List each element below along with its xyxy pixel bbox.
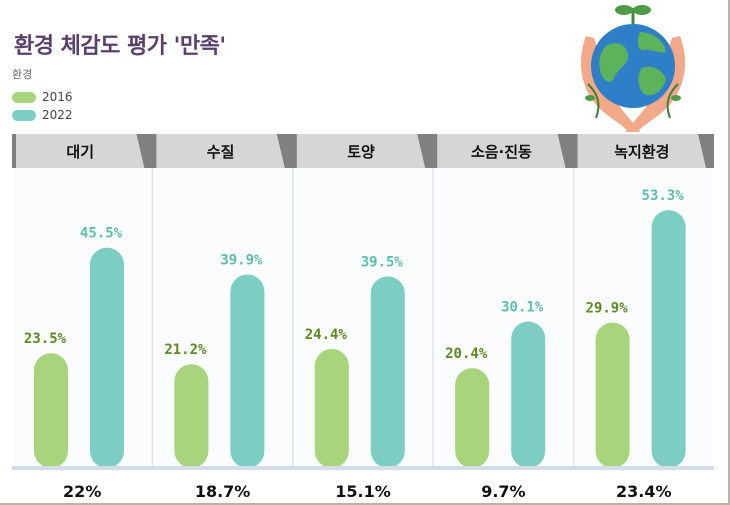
category-header-green	[577, 134, 706, 168]
bar-2022-soil	[370, 276, 405, 468]
legend-label-2016: 2016	[42, 90, 73, 104]
category-label-green: 녹지환경	[614, 143, 669, 161]
bar-2016-green	[595, 322, 630, 468]
category-header-noise	[437, 134, 566, 168]
bar-2016-noise	[455, 368, 490, 468]
data-label-2016-air: 23.5%	[24, 331, 67, 347]
legend-swatch-2016	[12, 91, 36, 103]
data-label-2022-water: 39.9%	[220, 252, 263, 268]
difference-label-soil: 15.1%	[335, 482, 391, 501]
data-label-2016-green: 29.9%	[586, 300, 629, 316]
difference-label-air: 22%	[63, 482, 101, 501]
legend-item-2022: 2022	[12, 106, 73, 124]
data-label-2022-noise: 30.1%	[501, 300, 544, 316]
category-label-air: 대기	[66, 143, 94, 161]
difference-label-water: 18.7%	[195, 482, 251, 501]
category-header-soil	[296, 134, 426, 168]
legend-swatch-2022	[12, 109, 36, 121]
data-label-2022-soil: 39.5%	[361, 254, 404, 270]
chart-baseline	[12, 466, 714, 470]
data-label-2022-green: 53.3%	[642, 188, 685, 204]
data-label-2016-soil: 24.4%	[305, 327, 348, 343]
bar-2016-water	[174, 364, 209, 468]
globe-in-hands-icon	[580, 5, 686, 132]
legend-label-2022: 2022	[42, 108, 73, 122]
difference-label-green: 23.4%	[616, 482, 672, 501]
page-title: 환경 체감도 평가 '만족'	[14, 34, 226, 59]
category-label-noise: 소음·진동	[471, 143, 532, 161]
page-subtitle: 환경	[12, 68, 33, 81]
bar-2022-water	[230, 274, 265, 468]
bar-2022-green	[651, 210, 686, 468]
bar-2016-air	[34, 353, 68, 468]
category-label-soil: 토양	[347, 143, 375, 161]
bar-2016-soil	[314, 348, 349, 468]
category-header-water	[156, 134, 285, 168]
data-label-2022-air: 45.5%	[80, 226, 123, 242]
bar-2022-noise	[511, 321, 546, 468]
chart-legend: 2016 2022	[12, 88, 73, 124]
legend-item-2016: 2016	[12, 88, 73, 106]
category-header-air	[16, 134, 145, 168]
bar-2022-air	[90, 247, 124, 468]
difference-label-noise: 9.7%	[481, 482, 525, 501]
data-label-2016-water: 21.2%	[164, 342, 207, 358]
category-label-water: 수질	[207, 143, 235, 161]
data-label-2016-noise: 20.4%	[445, 346, 488, 362]
